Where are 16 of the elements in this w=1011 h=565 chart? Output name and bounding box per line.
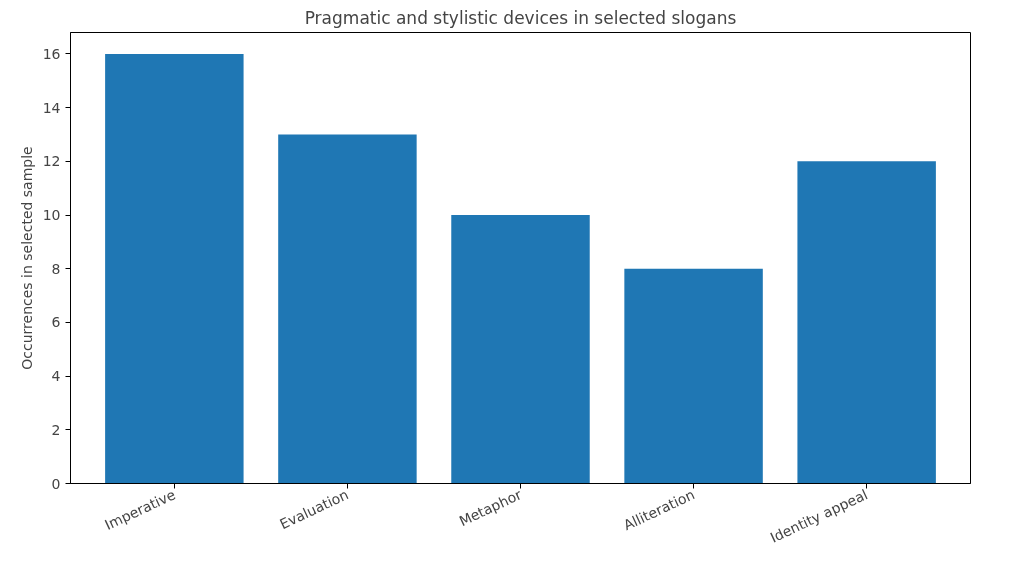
y-tick-label: 0 bbox=[51, 475, 61, 492]
y-tick-label: 16 bbox=[42, 45, 61, 62]
y-tick-label: 14 bbox=[42, 99, 61, 116]
y-tick-label: 6 bbox=[51, 314, 61, 331]
y-axis-title: Occurrences in selected sample bbox=[18, 146, 35, 370]
y-tick-label: 8 bbox=[51, 260, 61, 277]
bar bbox=[797, 161, 936, 484]
y-tick-label: 12 bbox=[42, 153, 61, 170]
bar bbox=[451, 215, 590, 484]
y-tick-label: 4 bbox=[51, 368, 61, 385]
bar bbox=[105, 53, 244, 484]
bar bbox=[624, 268, 763, 484]
y-tick-label: 10 bbox=[42, 207, 61, 224]
y-tick-label: 2 bbox=[51, 421, 61, 438]
chart-title: Pragmatic and stylistic devices in selected slogans bbox=[304, 7, 737, 28]
bar bbox=[278, 134, 417, 484]
